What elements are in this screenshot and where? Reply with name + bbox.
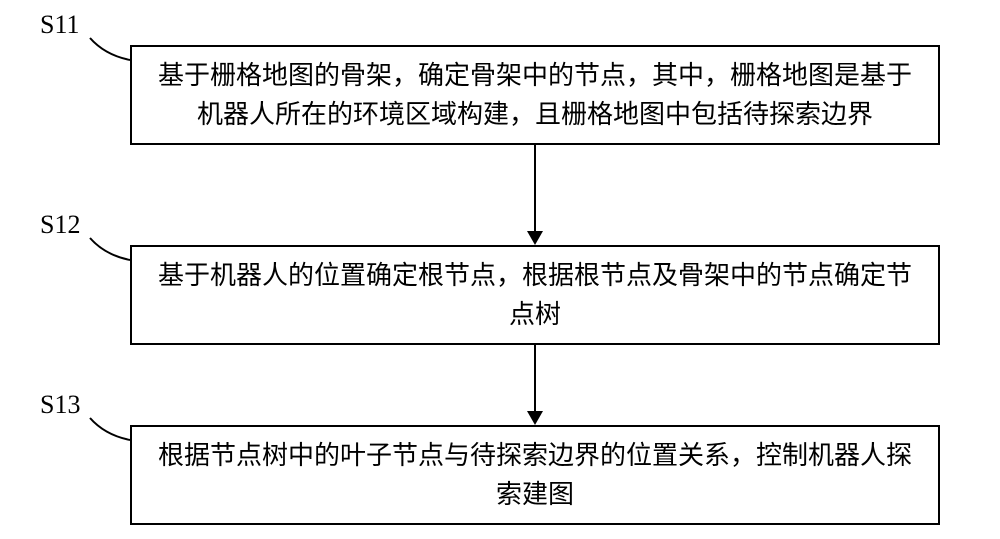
step-box-s13: 根据节点树中的叶子节点与待探索边界的位置关系，控制机器人探索建图 xyxy=(130,425,940,525)
step-text-s13: 根据节点树中的叶子节点与待探索边界的位置关系，控制机器人探索建图 xyxy=(152,436,918,514)
label-connector-s13 xyxy=(0,0,200,480)
flowchart-canvas: S11 基于栅格地图的骨架，确定骨架中的节点，其中，栅格地图是基于机器人所在的环… xyxy=(0,0,1000,539)
